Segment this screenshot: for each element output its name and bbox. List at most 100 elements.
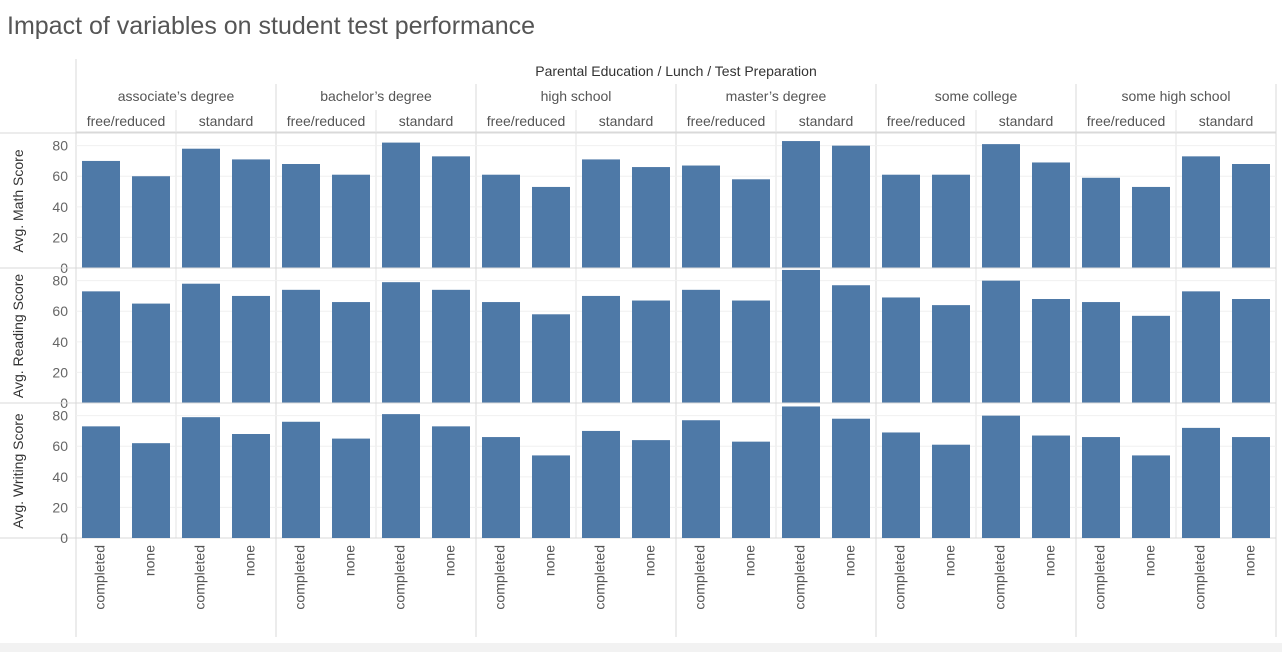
y-axis-title: Avg. Writing Score — [10, 413, 26, 529]
lunch-label: free/reduced — [287, 113, 366, 129]
bar — [982, 415, 1020, 538]
bar — [732, 300, 770, 403]
bar — [82, 291, 120, 403]
x-tick-label: completed — [692, 545, 708, 610]
y-tick-label: 20 — [52, 229, 68, 245]
footer-strip — [0, 643, 1282, 652]
bar — [1182, 291, 1220, 403]
x-tick-label: none — [442, 545, 458, 576]
bar — [882, 432, 920, 538]
x-tick-label: none — [142, 545, 158, 576]
y-tick-label: 60 — [52, 438, 68, 454]
x-tick-label: none — [942, 545, 958, 576]
bar — [632, 300, 670, 403]
header-title: Parental Education / Lunch / Test Prepar… — [535, 63, 816, 79]
y-tick-label: 40 — [52, 199, 68, 215]
x-tick-label: completed — [1092, 545, 1108, 610]
bar — [282, 164, 320, 268]
bar — [582, 430, 620, 538]
bar — [782, 269, 820, 403]
y-tick-label: 20 — [52, 499, 68, 515]
lunch-label: free/reduced — [487, 113, 566, 129]
bar — [932, 305, 970, 403]
bar — [1132, 455, 1170, 538]
bar — [1032, 162, 1070, 268]
x-tick-label: none — [242, 545, 258, 576]
bar — [1082, 177, 1120, 268]
parental-education-label: bachelor’s degree — [320, 88, 432, 104]
bar — [482, 437, 520, 538]
bar — [682, 420, 720, 538]
bar — [1182, 156, 1220, 268]
bar — [982, 144, 1020, 268]
parental-education-label: master’s degree — [726, 88, 827, 104]
lunch-label: standard — [799, 113, 853, 129]
x-tick-label: none — [1042, 545, 1058, 576]
bar — [782, 406, 820, 538]
bar — [432, 156, 470, 268]
bar — [382, 142, 420, 268]
bar — [732, 441, 770, 538]
x-tick-label: none — [342, 545, 358, 576]
bar — [1232, 164, 1270, 268]
y-tick-label: 40 — [52, 334, 68, 350]
bar — [1232, 437, 1270, 538]
y-tick-label: 0 — [60, 530, 68, 546]
bar — [1082, 302, 1120, 403]
bar — [682, 289, 720, 403]
bar — [632, 440, 670, 538]
y-tick-label: 60 — [52, 168, 68, 184]
bar — [532, 186, 570, 268]
bar — [332, 174, 370, 268]
bar — [532, 455, 570, 538]
x-tick-label: completed — [792, 545, 808, 610]
bar — [932, 444, 970, 538]
bar — [132, 443, 170, 538]
chart-title: Impact of variables on student test perf… — [7, 12, 536, 40]
bar — [932, 174, 970, 268]
y-tick-label: 40 — [52, 469, 68, 485]
bar — [232, 295, 270, 403]
parental-education-label: some college — [935, 88, 1018, 104]
y-tick-label: 80 — [52, 408, 68, 424]
bar — [1232, 299, 1270, 403]
x-tick-label: none — [842, 545, 858, 576]
x-tick-label: completed — [492, 545, 508, 610]
bar — [582, 295, 620, 403]
bar — [782, 141, 820, 268]
lunch-label: standard — [399, 113, 453, 129]
bar — [432, 289, 470, 403]
bar — [332, 438, 370, 538]
lunch-label: standard — [599, 113, 653, 129]
lunch-label: free/reduced — [87, 113, 166, 129]
x-tick-label: completed — [292, 545, 308, 610]
parental-education-label: associate’s degree — [118, 88, 235, 104]
x-tick-label: completed — [192, 545, 208, 610]
lunch-label: free/reduced — [687, 113, 766, 129]
x-tick-label: none — [742, 545, 758, 576]
y-axis-title: Avg. Math Score — [10, 149, 26, 252]
bar — [832, 145, 870, 268]
bar — [232, 434, 270, 538]
x-tick-label: completed — [892, 545, 908, 610]
x-tick-label: none — [1242, 545, 1258, 576]
bar — [232, 159, 270, 268]
bar — [1182, 427, 1220, 538]
bar — [632, 167, 670, 268]
bar — [882, 297, 920, 403]
y-tick-label: 80 — [52, 138, 68, 154]
y-tick-label: 20 — [52, 364, 68, 380]
x-tick-label: completed — [392, 545, 408, 610]
bar — [1032, 299, 1070, 403]
bar — [532, 314, 570, 403]
bar — [882, 174, 920, 268]
lunch-label: standard — [1199, 113, 1253, 129]
bar — [82, 426, 120, 538]
bar — [332, 302, 370, 403]
bar — [582, 159, 620, 268]
bar — [832, 418, 870, 538]
y-tick-label: 60 — [52, 303, 68, 319]
lunch-label: standard — [999, 113, 1053, 129]
bar — [1082, 437, 1120, 538]
